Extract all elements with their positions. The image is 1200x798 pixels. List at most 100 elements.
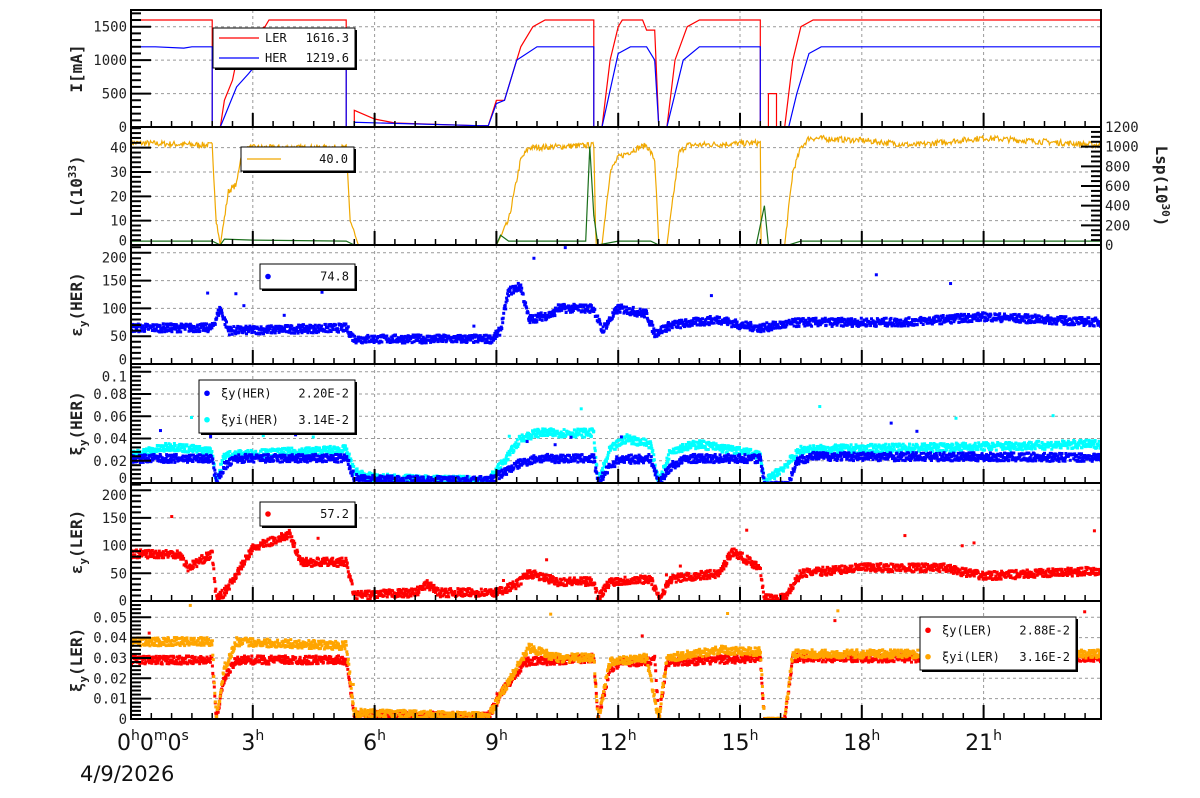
data-point [1071, 446, 1075, 450]
data-point [733, 320, 737, 324]
data-point [685, 445, 689, 449]
data-point [923, 442, 927, 446]
data-point [244, 452, 247, 456]
data-point [191, 450, 195, 454]
data-point [976, 317, 980, 321]
data-point [147, 457, 150, 461]
data-point [1090, 443, 1094, 447]
data-point [883, 445, 887, 449]
data-point [679, 444, 683, 448]
data-point [1096, 323, 1100, 327]
data-point [181, 443, 185, 447]
data-point [680, 450, 684, 454]
data-point [864, 445, 868, 448]
data-point [650, 446, 654, 450]
data-point [893, 324, 897, 328]
data-point [478, 334, 482, 338]
data-point [686, 448, 690, 452]
y-axis-label: L(1033) [66, 155, 86, 216]
data-point [219, 307, 223, 311]
data-point [395, 477, 399, 481]
data-point [618, 310, 622, 314]
data-point [866, 450, 870, 454]
data-point [197, 460, 201, 464]
data-point [318, 446, 321, 450]
data-point [349, 459, 353, 462]
data-point [1057, 440, 1061, 444]
data-point [621, 438, 625, 442]
data-point [786, 465, 790, 469]
data-point [707, 323, 711, 327]
data-point [459, 340, 463, 344]
data-point [726, 444, 730, 448]
data-point [970, 320, 974, 323]
data-point [676, 446, 680, 450]
legend-label: HER [265, 51, 287, 65]
data-point [1050, 447, 1054, 451]
data-point [640, 314, 644, 318]
data-point [240, 452, 244, 456]
data-point [346, 462, 350, 466]
data-point [429, 476, 433, 480]
data-point [924, 319, 928, 323]
data-point [508, 453, 512, 457]
data-point [628, 439, 632, 442]
data-point [896, 444, 900, 448]
data-point [314, 452, 318, 456]
data-point [902, 320, 906, 324]
data-point [295, 458, 299, 461]
data-point [664, 329, 668, 333]
data-point [471, 480, 475, 483]
data-point [227, 333, 231, 337]
data-point [372, 337, 376, 340]
data-point [947, 446, 950, 450]
data-point [208, 460, 212, 464]
data-point [670, 326, 674, 330]
data-point [602, 465, 606, 469]
data-point [578, 303, 582, 307]
data-point [223, 452, 226, 456]
data-point [203, 446, 207, 450]
data-point [348, 465, 352, 469]
data-point [412, 475, 416, 479]
data-point [678, 321, 682, 325]
data-point [245, 332, 248, 336]
data-point [179, 330, 183, 334]
data-point [400, 338, 404, 341]
data-point [339, 453, 343, 457]
data-point [735, 320, 739, 324]
outlier-point [579, 407, 583, 411]
data-point [854, 443, 858, 447]
data-point [298, 325, 302, 329]
data-point [488, 334, 492, 338]
data-point [649, 441, 653, 445]
data-point [174, 453, 178, 456]
data-point [766, 325, 770, 329]
data-point [992, 318, 996, 322]
data-point [725, 450, 729, 454]
data-point [711, 445, 715, 449]
data-point [690, 444, 694, 448]
data-point [378, 474, 382, 478]
data-point [857, 444, 861, 448]
data-point [168, 447, 171, 451]
data-point [193, 454, 197, 458]
data-point [1021, 448, 1025, 452]
data-point [759, 325, 763, 329]
data-point [571, 431, 575, 435]
data-point [850, 317, 854, 321]
data-point [215, 316, 219, 320]
data-point [287, 330, 291, 334]
data-point [506, 451, 510, 455]
data-point [1016, 318, 1020, 322]
data-point [380, 475, 384, 478]
data-point [158, 324, 162, 328]
data-point [219, 474, 223, 478]
data-point [956, 314, 960, 318]
data-point [254, 456, 258, 460]
data-point [546, 434, 550, 437]
data-point [200, 456, 204, 460]
data-point [493, 337, 497, 341]
data-point [223, 316, 226, 320]
data-point [194, 329, 198, 332]
